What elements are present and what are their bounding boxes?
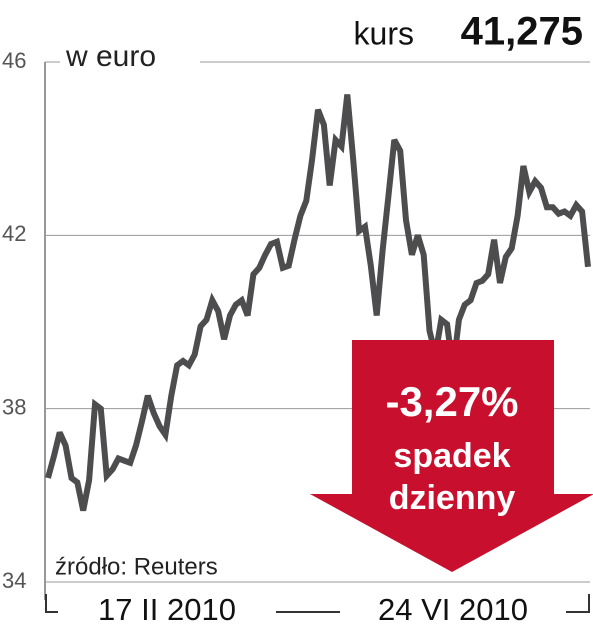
date-label: 24 VI 2010 [378,592,528,627]
annotation-text: dzienny [389,479,516,517]
price-line [45,94,591,512]
unit-label: w euro [65,40,156,73]
change-arrow [310,340,593,572]
label-bg [60,40,200,80]
y-tick-label: 46 [2,48,26,73]
label-bg [58,595,276,629]
y-tick-label: 38 [2,394,26,419]
date-label: 17 II 2010 [98,592,236,627]
last-value: 41,275 [461,10,583,54]
annotation-text: spadek [393,437,510,475]
source: źródło: Reuters [55,553,218,580]
y-tick-label: 42 [2,221,26,246]
change-label: -3,27% [385,378,518,425]
chart-title: kurs [354,15,414,51]
y-tick-label: 34 [2,568,26,593]
label-bg [340,595,566,629]
